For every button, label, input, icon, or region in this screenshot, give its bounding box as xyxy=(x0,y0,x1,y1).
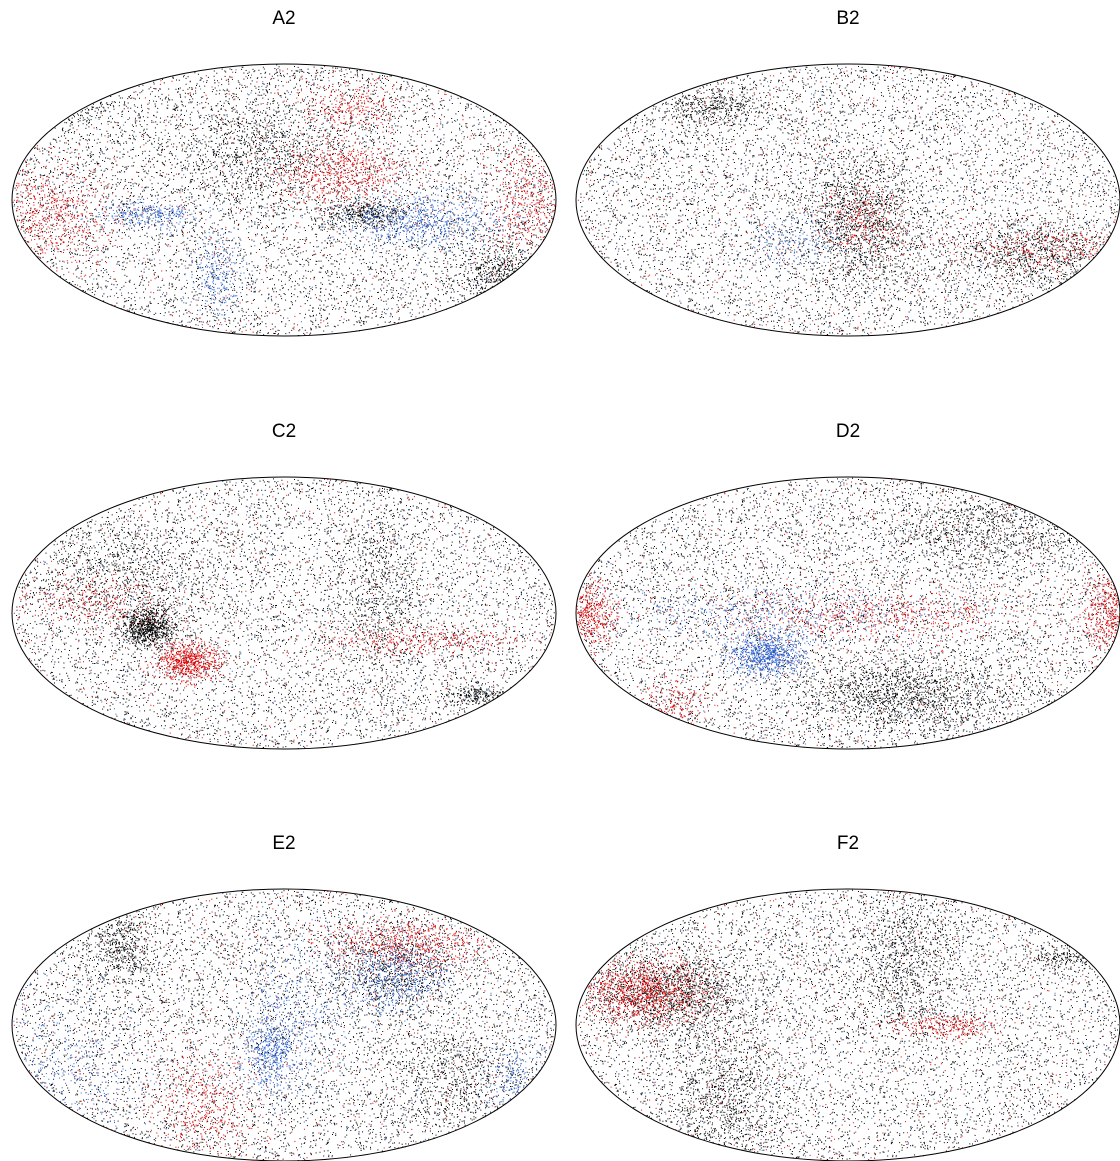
sky-map-panel: D2 xyxy=(575,421,1120,750)
panel-title: D2 xyxy=(836,421,860,442)
map-boundary xyxy=(11,476,557,750)
map-boundary xyxy=(575,63,1120,337)
point-cloud xyxy=(577,65,1116,334)
map-boundary xyxy=(11,63,557,337)
point-cloud xyxy=(14,64,555,337)
map-boundary xyxy=(575,888,1120,1161)
sky-map-panel: B2 xyxy=(575,8,1120,337)
point-cloud xyxy=(13,891,551,1158)
panel-title: F2 xyxy=(837,833,859,854)
panel-title: E2 xyxy=(272,833,295,854)
panel-title: C2 xyxy=(272,421,296,442)
point-cloud xyxy=(16,889,555,1161)
panel-title: B2 xyxy=(836,8,859,29)
point-cloud xyxy=(594,893,1109,1158)
point-cloud xyxy=(579,889,1119,1161)
map-boundary xyxy=(575,476,1120,750)
sky-map-panel: E2 xyxy=(11,833,557,1161)
point-cloud xyxy=(13,478,552,747)
sky-map-panel: A2 xyxy=(11,8,557,337)
sky-map-panel: F2 xyxy=(575,833,1120,1161)
panel-title: A2 xyxy=(272,8,295,29)
map-boundary xyxy=(11,888,557,1161)
point-cloud xyxy=(13,890,552,1159)
point-cloud xyxy=(16,478,555,749)
sky-map-panel: C2 xyxy=(11,421,557,750)
point-cloud xyxy=(580,65,1119,337)
